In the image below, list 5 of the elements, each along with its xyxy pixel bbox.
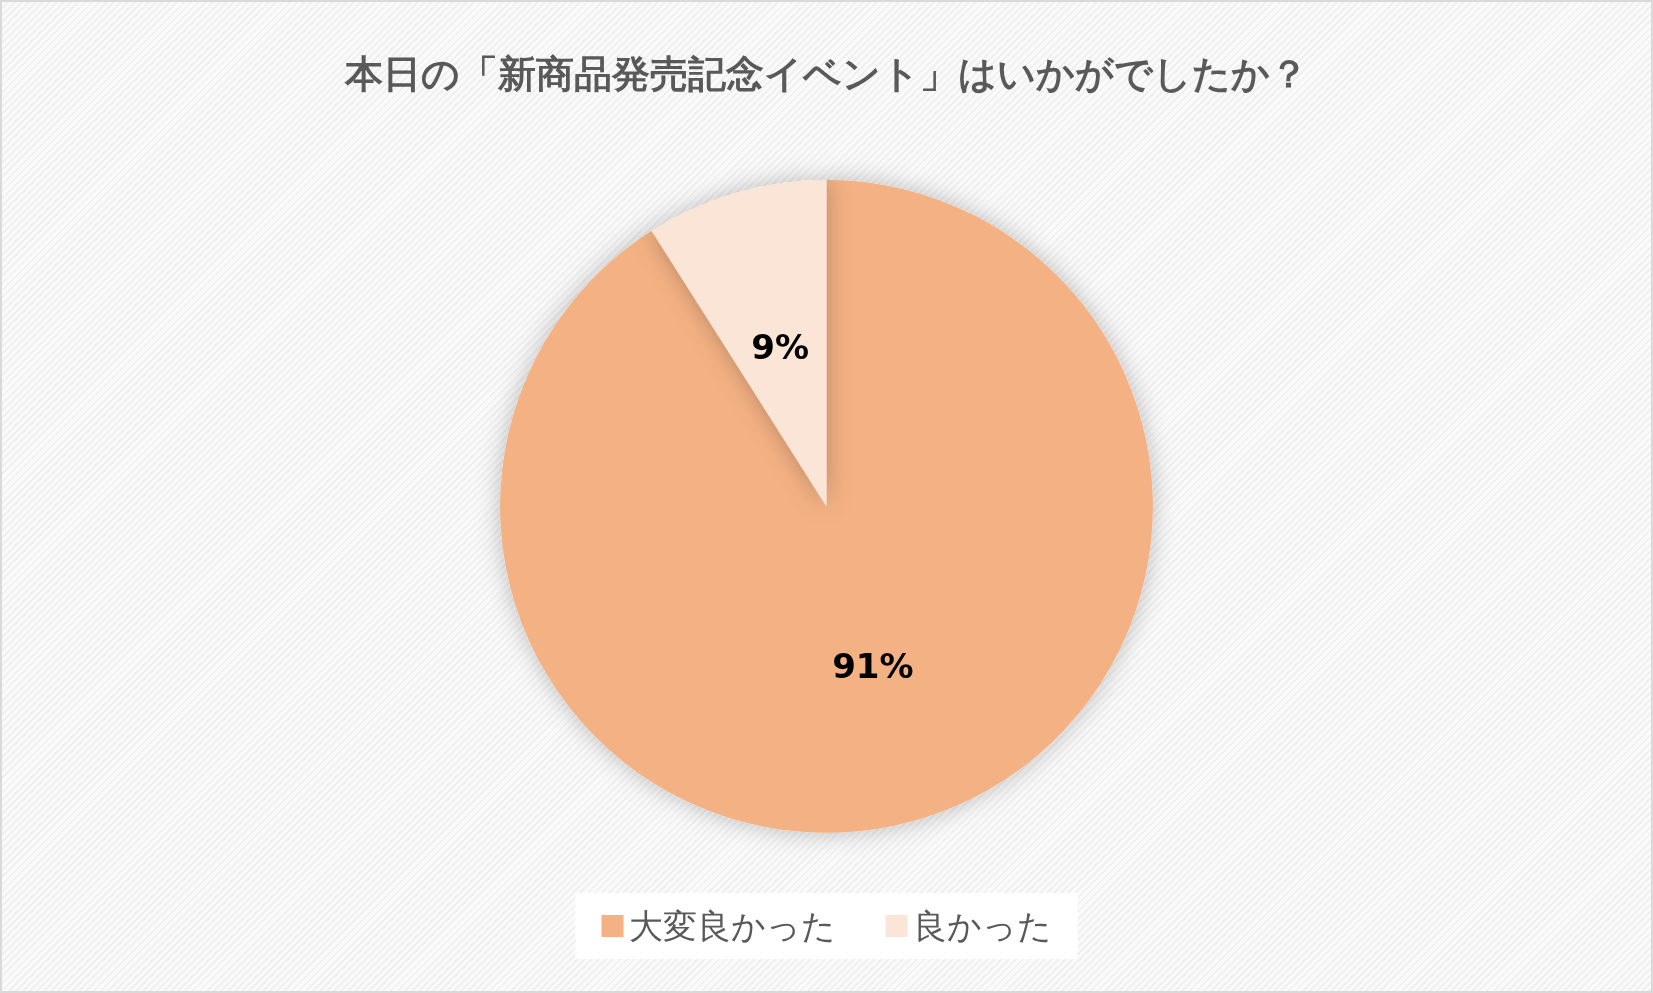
legend-label: 大変良かった (628, 906, 836, 946)
data-label: 9% (751, 326, 809, 367)
data-label: 91% (832, 645, 914, 686)
chart-title: 本日の「新商品発売記念イベント」はいかがでしたか？ (344, 52, 1308, 96)
legend-label: 良かった (912, 906, 1052, 946)
